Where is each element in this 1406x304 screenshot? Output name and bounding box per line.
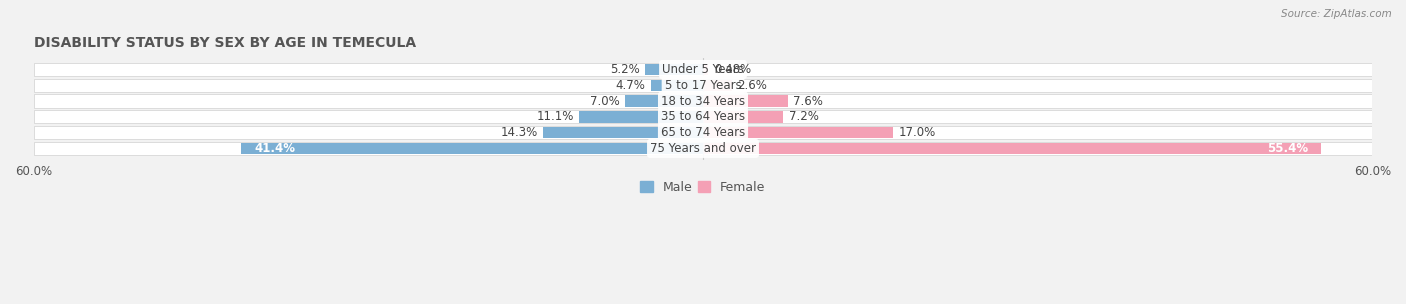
Bar [651, 80, 703, 91]
Bar [34, 126, 1372, 139]
Text: 0.48%: 0.48% [714, 63, 751, 76]
Text: 14.3%: 14.3% [501, 126, 538, 139]
Text: 7.6%: 7.6% [793, 95, 824, 108]
Bar [624, 95, 703, 107]
Text: 5 to 17 Years: 5 to 17 Years [665, 79, 741, 92]
Text: Under 5 Years: Under 5 Years [662, 63, 744, 76]
Text: 2.6%: 2.6% [738, 79, 768, 92]
Text: Source: ZipAtlas.com: Source: ZipAtlas.com [1281, 9, 1392, 19]
Text: 5.2%: 5.2% [610, 63, 640, 76]
Text: 17.0%: 17.0% [898, 126, 935, 139]
Bar [703, 111, 783, 123]
Bar [240, 143, 703, 154]
Bar [544, 127, 703, 138]
Bar [579, 111, 703, 123]
Text: 7.2%: 7.2% [789, 110, 818, 123]
Bar [34, 110, 1372, 123]
Bar [703, 80, 733, 91]
Text: 75 Years and over: 75 Years and over [650, 142, 756, 155]
Bar [703, 127, 893, 138]
Text: 7.0%: 7.0% [589, 95, 619, 108]
Text: 11.1%: 11.1% [536, 110, 574, 123]
Legend: Male, Female: Male, Female [636, 176, 770, 199]
Text: 4.7%: 4.7% [614, 79, 645, 92]
Text: 41.4%: 41.4% [254, 142, 295, 155]
Bar [645, 64, 703, 75]
Bar [703, 143, 1322, 154]
Bar [34, 79, 1372, 92]
Text: DISABILITY STATUS BY SEX BY AGE IN TEMECULA: DISABILITY STATUS BY SEX BY AGE IN TEMEC… [34, 36, 416, 50]
Text: 65 to 74 Years: 65 to 74 Years [661, 126, 745, 139]
Bar [34, 142, 1372, 155]
Bar [703, 64, 709, 75]
Text: 35 to 64 Years: 35 to 64 Years [661, 110, 745, 123]
Text: 55.4%: 55.4% [1267, 142, 1308, 155]
Bar [34, 95, 1372, 108]
Bar [703, 95, 787, 107]
Text: 18 to 34 Years: 18 to 34 Years [661, 95, 745, 108]
Bar [34, 63, 1372, 76]
